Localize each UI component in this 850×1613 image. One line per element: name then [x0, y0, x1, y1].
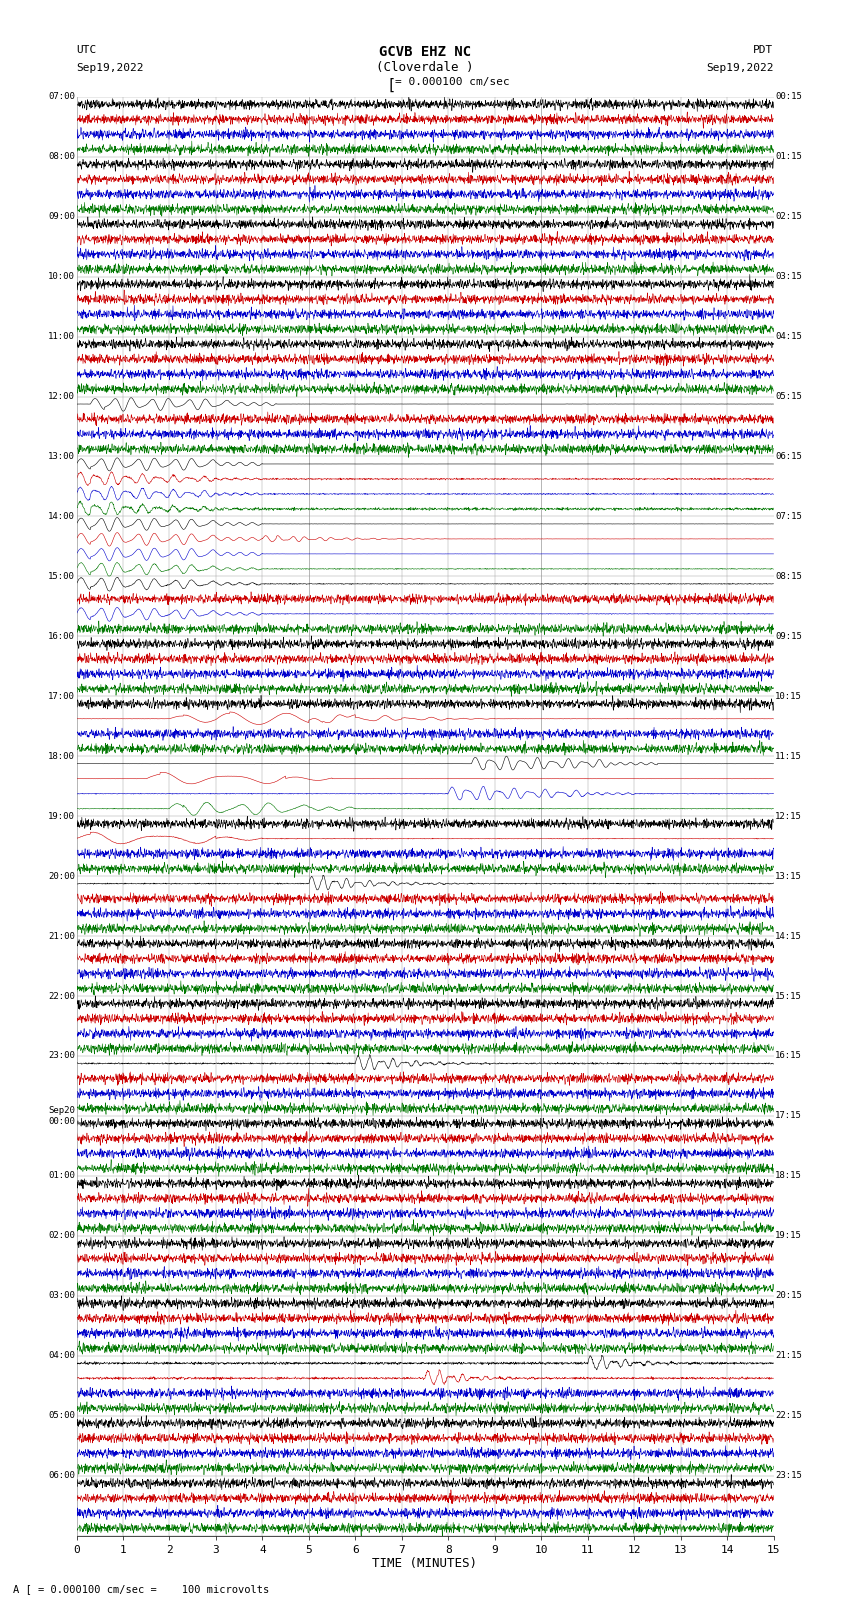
Text: Sep19,2022: Sep19,2022 [706, 63, 774, 73]
Text: 16:15: 16:15 [775, 1052, 802, 1060]
Text: 15:00: 15:00 [48, 573, 75, 581]
Text: 21:15: 21:15 [775, 1352, 802, 1360]
Text: 20:00: 20:00 [48, 871, 75, 881]
Text: [: [ [387, 77, 396, 92]
Text: 06:00: 06:00 [48, 1471, 75, 1481]
Text: 19:00: 19:00 [48, 811, 75, 821]
Text: 21:00: 21:00 [48, 932, 75, 940]
Text: 04:00: 04:00 [48, 1352, 75, 1360]
Text: 08:15: 08:15 [775, 573, 802, 581]
Text: 06:15: 06:15 [775, 452, 802, 461]
Text: 07:00: 07:00 [48, 92, 75, 102]
Text: 23:15: 23:15 [775, 1471, 802, 1481]
Text: = 0.000100 cm/sec: = 0.000100 cm/sec [395, 77, 510, 87]
Text: 14:15: 14:15 [775, 932, 802, 940]
Text: Sep20
00:00: Sep20 00:00 [48, 1107, 75, 1126]
Text: 18:15: 18:15 [775, 1171, 802, 1181]
X-axis label: TIME (MINUTES): TIME (MINUTES) [372, 1558, 478, 1571]
Text: 09:00: 09:00 [48, 213, 75, 221]
Text: 11:00: 11:00 [48, 332, 75, 340]
Text: 14:00: 14:00 [48, 511, 75, 521]
Text: 09:15: 09:15 [775, 632, 802, 640]
Text: 00:15: 00:15 [775, 92, 802, 102]
Text: 17:15: 17:15 [775, 1111, 802, 1121]
Text: 04:15: 04:15 [775, 332, 802, 340]
Text: 22:15: 22:15 [775, 1411, 802, 1419]
Text: PDT: PDT [753, 45, 774, 55]
Text: 03:00: 03:00 [48, 1292, 75, 1300]
Text: 02:15: 02:15 [775, 213, 802, 221]
Text: 01:00: 01:00 [48, 1171, 75, 1181]
Text: 22:00: 22:00 [48, 992, 75, 1000]
Text: 23:00: 23:00 [48, 1052, 75, 1060]
Text: 17:00: 17:00 [48, 692, 75, 700]
Text: 03:15: 03:15 [775, 273, 802, 281]
Text: GCVB EHZ NC: GCVB EHZ NC [379, 45, 471, 60]
Text: 13:00: 13:00 [48, 452, 75, 461]
Text: 19:15: 19:15 [775, 1231, 802, 1240]
Text: 08:00: 08:00 [48, 152, 75, 161]
Text: 07:15: 07:15 [775, 511, 802, 521]
Text: UTC: UTC [76, 45, 97, 55]
Text: 10:00: 10:00 [48, 273, 75, 281]
Text: 02:00: 02:00 [48, 1231, 75, 1240]
Text: (Cloverdale ): (Cloverdale ) [377, 61, 473, 74]
Text: 12:00: 12:00 [48, 392, 75, 402]
Text: A [ = 0.000100 cm/sec =    100 microvolts: A [ = 0.000100 cm/sec = 100 microvolts [13, 1584, 269, 1594]
Text: 16:00: 16:00 [48, 632, 75, 640]
Text: 18:00: 18:00 [48, 752, 75, 761]
Text: 12:15: 12:15 [775, 811, 802, 821]
Text: 20:15: 20:15 [775, 1292, 802, 1300]
Text: 11:15: 11:15 [775, 752, 802, 761]
Text: 01:15: 01:15 [775, 152, 802, 161]
Text: 13:15: 13:15 [775, 871, 802, 881]
Text: 10:15: 10:15 [775, 692, 802, 700]
Text: 05:15: 05:15 [775, 392, 802, 402]
Text: 15:15: 15:15 [775, 992, 802, 1000]
Text: Sep19,2022: Sep19,2022 [76, 63, 144, 73]
Text: 05:00: 05:00 [48, 1411, 75, 1419]
